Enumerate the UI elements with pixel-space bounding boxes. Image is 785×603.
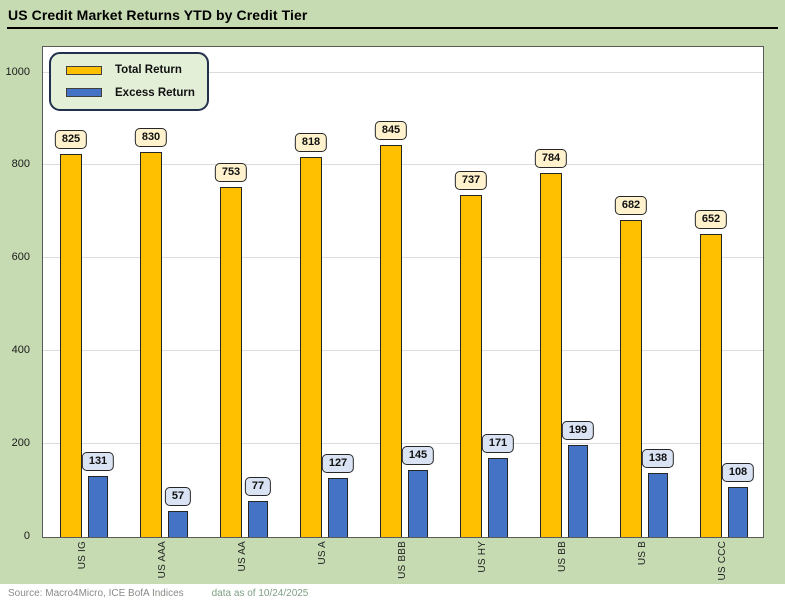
y-tick-200: 200 (11, 437, 30, 450)
legend-item-total-return: Total Return (66, 64, 207, 76)
x-axis-labels: US IG US AAA US AA US A US BBB US HY US BB US B… (42, 541, 762, 584)
gridline-200 (43, 443, 763, 445)
gridline-800 (43, 164, 763, 166)
legend: Total Return Excess Return (49, 52, 209, 111)
asof-date-text: data as of 10/24/2025 (211, 588, 309, 599)
y-tick-0: 0 (23, 530, 30, 542)
data-label-total-return-us-hy: 737 (454, 170, 488, 190)
data-label-total-return-us-aaa: 830 (134, 127, 168, 147)
y-tick-1000: 1000 (5, 65, 30, 78)
x-label-text: US AAA (156, 541, 168, 579)
x-label-text: US AA (236, 541, 248, 572)
data-label-excess-return-us-aaa: 57 (164, 486, 192, 506)
x-label-us-a: US A (282, 541, 362, 584)
x-label-us-bb: US BB (522, 541, 602, 584)
x-label-text: US HY (476, 541, 488, 573)
legend-label-total-return: Total Return (115, 64, 182, 77)
gridline-1000 (43, 71, 763, 73)
bar-excess-return-us-aaa (168, 510, 188, 537)
x-label-text: US B (636, 541, 648, 566)
legend-item-excess-return: Excess Return (66, 87, 207, 99)
x-label-us-b: US B (602, 541, 682, 584)
x-label-us-bbb: US BBB (362, 541, 442, 584)
x-label-text: US BBB (396, 541, 408, 579)
chart-background: US Credit Market Returns YTD by Credit T… (0, 0, 785, 584)
x-label-text: US CCC (716, 541, 728, 581)
data-label-excess-return-us-hy: 171 (481, 433, 515, 453)
x-label-us-hy: US HY (442, 541, 522, 584)
x-label-text: US BB (556, 541, 568, 573)
bar-excess-return-us-b (648, 472, 668, 537)
source-row: Source: Macro4Micro, ICE BofA Indices da… (0, 584, 785, 603)
bar-total-return-us-b (620, 220, 642, 537)
bar-total-return-us-ccc (700, 234, 722, 537)
y-tick-600: 600 (11, 251, 30, 264)
bar-excess-return-us-hy (488, 457, 508, 537)
gridline-600 (43, 257, 763, 259)
data-label-total-return-us-ccc: 652 (694, 210, 728, 230)
data-label-total-return-us-b: 682 (614, 196, 648, 216)
bar-excess-return-us-a (328, 478, 348, 537)
x-label-us-ccc: US CCC (682, 541, 762, 584)
bar-total-return-us-a (300, 157, 322, 537)
bar-total-return-us-bb (540, 172, 562, 537)
bar-total-return-us-bbb (380, 144, 402, 537)
bar-total-return-us-ig (60, 153, 82, 537)
plot-area: 825 131 830 57 753 77 818 127 845 145 737 171 784 199… (42, 46, 764, 538)
bar-total-return-us-aaa (140, 151, 162, 537)
data-label-excess-return-us-ccc: 108 (721, 462, 755, 482)
x-label-us-ig: US IG (42, 541, 122, 584)
bars-layer: 825 131 830 57 753 77 818 127 845 145 737 171 784 199… (43, 47, 763, 537)
x-label-text: US IG (76, 541, 88, 570)
excess-return-swatch-icon (66, 88, 102, 98)
data-label-excess-return-us-a: 127 (321, 454, 355, 474)
data-label-excess-return-us-aa: 77 (244, 477, 272, 497)
bar-total-return-us-hy (460, 194, 482, 537)
source-text: Source: Macro4Micro, ICE BofA Indices (8, 588, 184, 599)
bar-excess-return-us-bb (568, 444, 588, 537)
bar-excess-return-us-aa (248, 501, 268, 537)
data-label-excess-return-us-bb: 199 (561, 420, 595, 440)
bar-total-return-us-aa (220, 187, 242, 537)
total-return-swatch-icon (66, 65, 102, 75)
data-label-excess-return-us-bbb: 145 (401, 445, 435, 465)
x-label-us-aaa: US AAA (122, 541, 202, 584)
chart-title: US Credit Market Returns YTD by Credit T… (7, 0, 778, 29)
data-label-total-return-us-ig: 825 (54, 129, 88, 149)
data-label-excess-return-us-ig: 131 (81, 452, 115, 472)
data-label-total-return-us-a: 818 (294, 133, 328, 153)
data-label-total-return-us-aa: 753 (214, 163, 248, 183)
y-tick-400: 400 (11, 344, 30, 357)
gridline-400 (43, 350, 763, 352)
bar-excess-return-us-ccc (728, 486, 748, 537)
y-axis-labels: 0 200 400 600 800 1000 (0, 46, 36, 542)
data-label-excess-return-us-b: 138 (641, 448, 675, 468)
bar-excess-return-us-bbb (408, 469, 428, 537)
bar-excess-return-us-ig (88, 476, 108, 537)
x-label-text: US A (316, 541, 328, 565)
data-label-total-return-us-bbb: 845 (374, 120, 408, 140)
legend-label-excess-return: Excess Return (115, 86, 195, 99)
x-label-us-aa: US AA (202, 541, 282, 584)
y-tick-800: 800 (11, 158, 30, 171)
data-label-total-return-us-bb: 784 (534, 148, 568, 168)
